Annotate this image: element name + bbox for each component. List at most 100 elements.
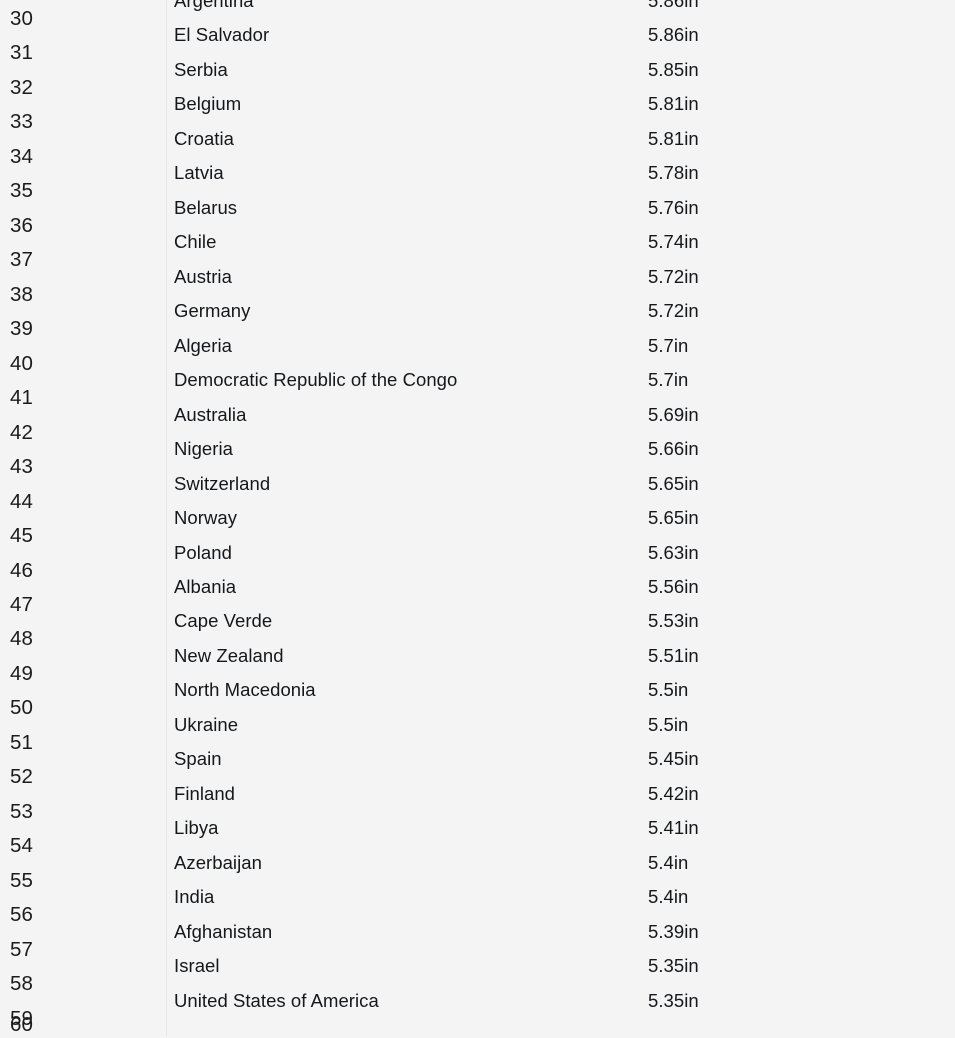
rank-number: 32 xyxy=(10,75,34,99)
rank-number-partial: 60 xyxy=(10,1013,34,1036)
country-value: 5.7in xyxy=(648,334,689,356)
table-row[interactable]: Serbia 5.85in xyxy=(0,58,955,92)
country-name: Belarus xyxy=(174,196,238,218)
rank-number: 52 xyxy=(10,765,34,789)
country-value: 5.74in xyxy=(648,231,699,253)
rank-number: 55 xyxy=(10,868,34,892)
country-name: Poland xyxy=(174,541,232,563)
table-row[interactable]: India 5.4in xyxy=(0,885,955,919)
country-name: Algeria xyxy=(174,334,232,356)
rank-number: 36 xyxy=(10,213,34,237)
table-row[interactable]: Latvia 5.78in xyxy=(0,161,955,195)
country-value: 5.39in xyxy=(648,920,699,942)
table-row[interactable]: Norway 5.65in xyxy=(0,506,955,540)
table-row[interactable]: Ukraine 5.5in xyxy=(0,713,955,747)
table-row[interactable]: Belarus 5.76in xyxy=(0,196,955,230)
country-value: 5.4in xyxy=(648,886,689,908)
table-row[interactable]: Afghanistan 5.39in xyxy=(0,920,955,954)
table-row[interactable]: Azerbaijan 5.4in xyxy=(0,851,955,885)
rank-gutter: 30 31 32 33 34 35 36 37 38 39 40 41 42 43 44 45 46 47 48 49… xyxy=(0,0,166,1036)
country-value: 5.5in xyxy=(648,679,689,701)
table-row[interactable]: Libya 5.41in xyxy=(0,816,955,850)
country-name: New Zealand xyxy=(174,644,284,666)
country-name: Australia xyxy=(174,403,247,425)
country-name: Democratic Republic of the Congo xyxy=(174,369,458,391)
table-row[interactable]: Switzerland 5.65in xyxy=(0,472,955,506)
country-value: 5.51in xyxy=(648,644,699,666)
rank-number: 31 xyxy=(10,41,34,65)
country-name: Finland xyxy=(174,782,236,804)
country-value: 5.56in xyxy=(648,575,699,597)
rank-number: 57 xyxy=(10,937,34,961)
table-row[interactable]: Spain 5.45in xyxy=(0,747,955,781)
table-row[interactable]: Cape Verde 5.53in xyxy=(0,609,955,643)
country-value: 5.72in xyxy=(648,300,699,322)
country-value: 5.35in xyxy=(648,955,699,977)
country-value: 5.81in xyxy=(648,127,699,149)
rank-number: 47 xyxy=(10,592,34,616)
country-name: Ukraine xyxy=(174,713,239,735)
country-name: Libya xyxy=(174,817,219,839)
country-name: North Macedonia xyxy=(174,679,316,701)
country-name: Latvia xyxy=(174,162,224,184)
table-row[interactable]: North Macedonia 5.5in xyxy=(0,678,955,712)
country-name: United States of America xyxy=(174,989,379,1011)
country-name: Croatia xyxy=(174,127,234,149)
table-row[interactable]: Austria 5.72in xyxy=(0,265,955,299)
country-value: 5.66in xyxy=(648,438,699,460)
rank-number: 34 xyxy=(10,144,34,168)
table-row[interactable]: El Salvador 5.86in xyxy=(0,23,955,57)
rank-number: 39 xyxy=(10,317,34,341)
table-row[interactable]: Croatia 5.81in xyxy=(0,127,955,161)
country-name: Austria xyxy=(174,265,232,287)
rank-number: 38 xyxy=(10,282,34,306)
rank-number: 46 xyxy=(10,558,34,582)
country-value: 5.45in xyxy=(648,748,699,770)
table-row[interactable]: Albania 5.56in xyxy=(0,575,955,609)
table-row[interactable]: Nigeria 5.66in xyxy=(0,437,955,471)
country-name: Norway xyxy=(174,507,238,529)
country-value: 5.81in xyxy=(648,93,699,115)
rank-number: 30 xyxy=(10,7,34,30)
table-row[interactable]: Poland 5.63in xyxy=(0,541,955,575)
table-row[interactable]: Argentina 5.86in xyxy=(0,0,955,23)
rank-number: 58 xyxy=(10,972,34,996)
country-name: Argentina xyxy=(174,0,254,11)
country-value: 5.86in xyxy=(648,24,699,46)
rank-number: 44 xyxy=(10,489,34,513)
country-value: 5.42in xyxy=(648,782,699,804)
country-value: 5.72in xyxy=(648,265,699,287)
rank-number: 53 xyxy=(10,799,34,823)
country-name: Afghanistan xyxy=(174,920,273,942)
rank-number: 41 xyxy=(10,386,34,410)
rank-number: 54 xyxy=(10,834,34,858)
table-row[interactable]: Germany 5.72in xyxy=(0,299,955,333)
rank-number: 48 xyxy=(10,627,34,651)
table-row[interactable]: Democratic Republic of the Congo 5.7in xyxy=(0,368,955,402)
table-row[interactable]: Chile 5.74in xyxy=(0,230,955,264)
rank-number: 51 xyxy=(10,730,34,754)
rank-number: 43 xyxy=(10,455,34,479)
country-value: 5.4in xyxy=(648,851,689,873)
table-row[interactable]: Algeria 5.7in xyxy=(0,334,955,368)
country-value: 5.53in xyxy=(648,610,699,632)
country-name: India xyxy=(174,886,215,908)
country-name: Germany xyxy=(174,300,251,322)
country-value: 5.65in xyxy=(648,507,699,529)
country-name: El Salvador xyxy=(174,24,270,46)
table-row[interactable]: Israel 5.35in xyxy=(0,954,955,988)
rank-number: 40 xyxy=(10,351,34,375)
rank-number: 35 xyxy=(10,179,34,203)
country-name: Spain xyxy=(174,748,222,770)
rank-number: 37 xyxy=(10,248,34,272)
table-row[interactable]: Belgium 5.81in xyxy=(0,92,955,126)
table-row[interactable]: Australia 5.69in xyxy=(0,403,955,437)
table-row[interactable]: United States of America 5.35in xyxy=(0,989,955,1023)
rank-number: 56 xyxy=(10,903,34,927)
country-name: Switzerland xyxy=(174,472,271,494)
country-value: 5.41in xyxy=(648,817,699,839)
table-row[interactable]: Finland 5.42in xyxy=(0,782,955,816)
table-row[interactable]: New Zealand 5.51in xyxy=(0,644,955,678)
